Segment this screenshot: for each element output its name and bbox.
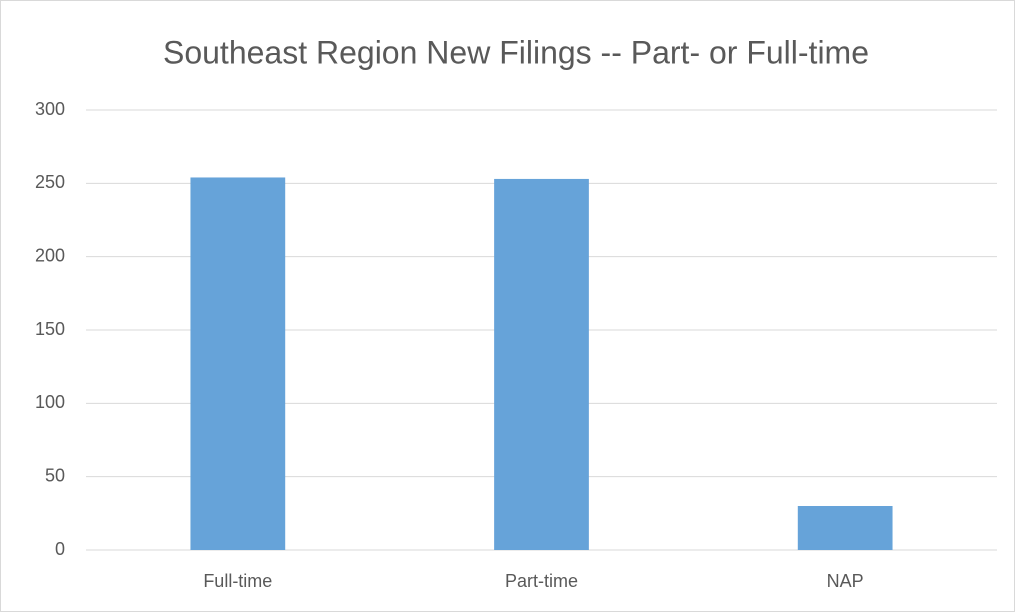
x-tick-label: Part-time xyxy=(505,571,578,591)
bar xyxy=(797,506,893,550)
x-tick-label: NAP xyxy=(827,571,864,591)
y-tick-label: 0 xyxy=(55,539,65,559)
bar xyxy=(494,178,589,550)
x-tick-label: Full-time xyxy=(203,571,272,591)
y-tick-label: 200 xyxy=(35,245,65,265)
y-tick-label: 250 xyxy=(35,172,65,192)
y-tick-label: 150 xyxy=(35,319,65,339)
chart-title: Southeast Region New Filings -- Part- or… xyxy=(163,34,869,70)
y-tick-label: 300 xyxy=(35,99,65,119)
bar xyxy=(190,177,286,550)
y-tick-label: 100 xyxy=(35,392,65,412)
y-tick-label: 50 xyxy=(45,465,65,485)
